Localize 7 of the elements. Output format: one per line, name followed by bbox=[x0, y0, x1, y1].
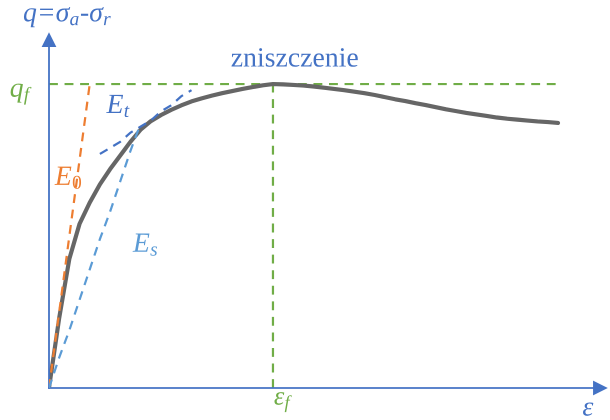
ref-line-label: q$_{f}$ bbox=[10, 84, 32, 105]
x-axis-title: ε bbox=[583, 402, 594, 416]
series-label: E$_{s}$ bbox=[132, 234, 158, 256]
text: ε$_{f}$ bbox=[274, 392, 292, 412]
text: zniszczenie bbox=[231, 48, 358, 67]
series-label: E$_{t}$ bbox=[106, 94, 130, 118]
y-axis-title: q=σ$_{a}$-σ$_{r}$ bbox=[24, 6, 111, 28]
